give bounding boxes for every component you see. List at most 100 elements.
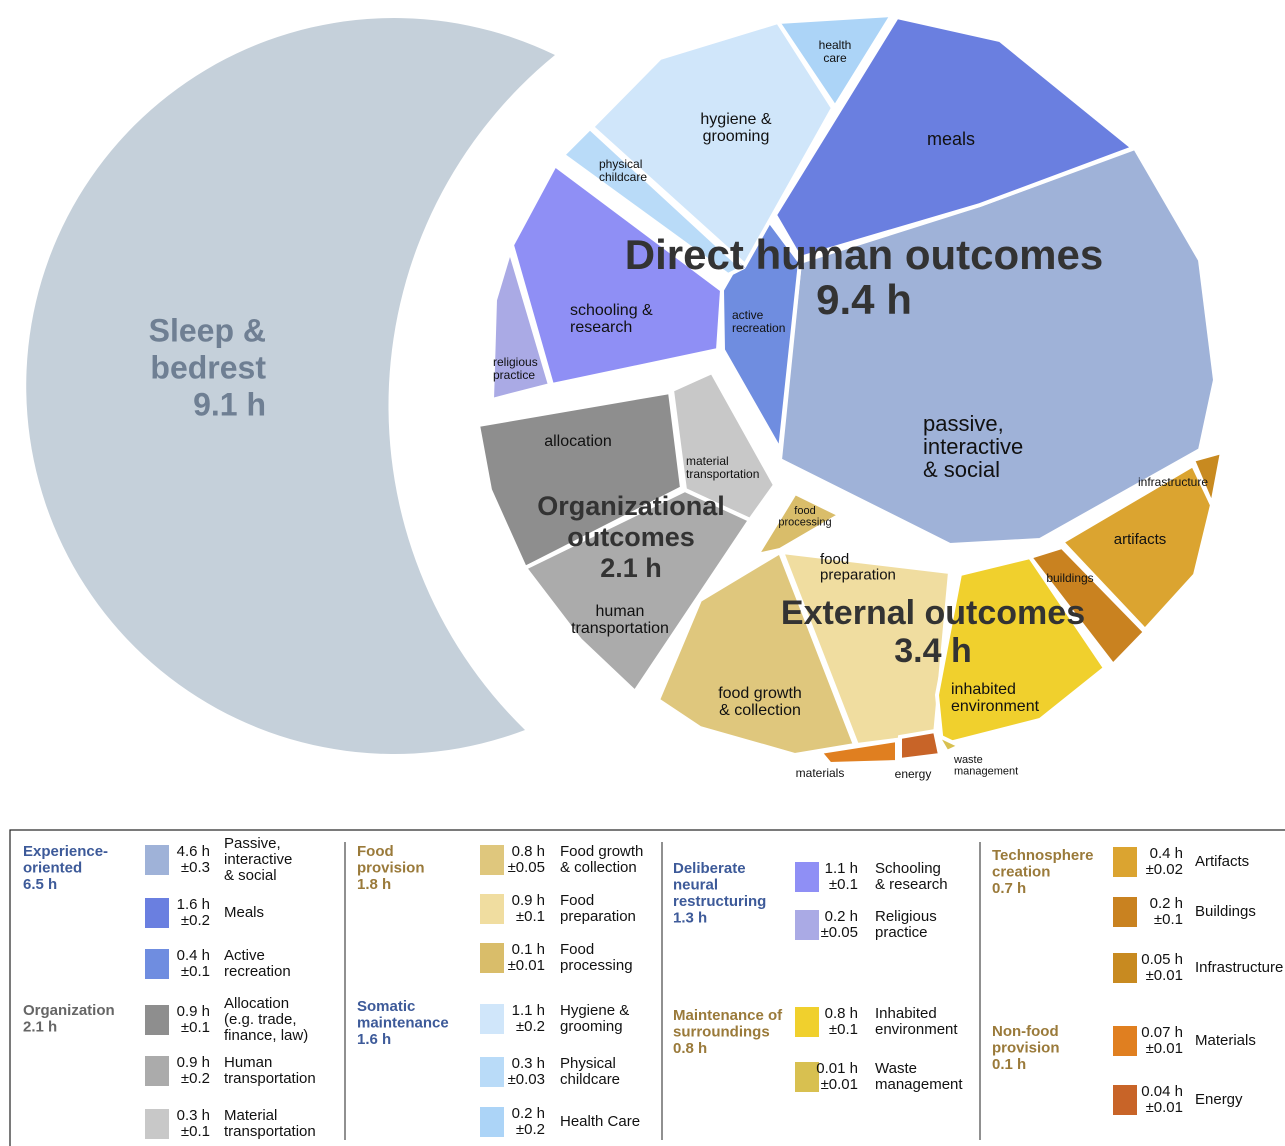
legend-value: 0.9 h (512, 892, 545, 909)
legend-swatch (145, 1005, 169, 1035)
cell-label: schooling & (570, 302, 653, 319)
legend-group-title: Deliberate (673, 860, 746, 877)
legend-value: 4.6 h (177, 843, 210, 860)
legend-swatch (1113, 1085, 1137, 1115)
legend-label: transportation (224, 1123, 316, 1140)
legend-error: ±0.01 (821, 1076, 858, 1093)
legend-group-total: 6.5 h (23, 876, 57, 893)
legend-error: ±0.1 (516, 908, 545, 925)
legend-label: & research (875, 876, 948, 893)
cell-label: care (823, 51, 847, 65)
legend-error: ±0.2 (516, 1018, 545, 1035)
group-label: Organizational (537, 491, 725, 521)
legend-label: transportation (224, 1070, 316, 1087)
cell-label: materials (796, 766, 845, 780)
legend-group-title: Maintenance of (673, 1007, 783, 1024)
cell-label: meals (927, 129, 975, 149)
sleep-hours: 9.1 h (193, 386, 266, 422)
legend-swatch (795, 862, 819, 892)
cell (509, 162, 725, 388)
cell-label: recreation (732, 321, 785, 335)
legend-group-total: 1.6 h (357, 1031, 391, 1048)
legend-error: ±0.2 (181, 1070, 210, 1087)
legend-swatch (145, 898, 169, 928)
legend-group-total: 1.8 h (357, 876, 391, 893)
legend-error: ±0.03 (508, 1071, 545, 1088)
cell (669, 369, 778, 523)
sleep-label: bedrest (150, 349, 266, 385)
legend-box (9, 829, 1285, 1146)
legend-value: 0.2 h (825, 908, 858, 925)
legend-error: ±0.1 (1154, 911, 1183, 928)
legend-value: 1.1 h (825, 860, 858, 877)
group-hours: 3.4 h (894, 632, 971, 670)
cell-label: management (954, 765, 1018, 777)
legend-group-title: creation (992, 863, 1050, 880)
legend-swatch (480, 845, 504, 875)
legend-label: Artifacts (1195, 853, 1249, 870)
cell-label: practice (493, 368, 535, 382)
legend-value: 0.2 h (512, 1105, 545, 1122)
cell-label: childcare (599, 170, 647, 184)
legend-label: & social (224, 867, 277, 884)
legend-label: Religious (875, 908, 937, 925)
legend-swatch (480, 894, 504, 924)
legend-label: Food growth (560, 843, 643, 860)
legend-value: 0.4 h (177, 947, 210, 964)
legend-error: ±0.01 (1146, 1099, 1183, 1116)
legend-value: 0.9 h (177, 1054, 210, 1071)
legend-group-title: maintenance (357, 1014, 449, 1031)
cell-label: & social (923, 457, 1000, 482)
legend-group-title: restructuring (673, 893, 766, 910)
legend-value: 0.3 h (512, 1055, 545, 1072)
cell (898, 728, 943, 763)
cell-label: grooming (703, 128, 770, 145)
legend-error: ±0.05 (508, 859, 545, 876)
group-label: outcomes (567, 522, 695, 552)
legend-swatch (145, 1109, 169, 1139)
cell (1026, 544, 1148, 669)
group-label: Direct human outcomes (625, 231, 1103, 278)
cell-label: hygiene & (700, 111, 771, 128)
cell-label: research (570, 319, 632, 336)
sleep-crescent (26, 18, 556, 755)
cell-label: active (732, 308, 764, 322)
cell (931, 730, 965, 755)
legend-label: interactive (224, 851, 292, 868)
legend-label: & collection (560, 859, 637, 876)
legend-label: Materials (1195, 1032, 1256, 1049)
cell-label: interactive (923, 434, 1023, 459)
legend-label: management (875, 1076, 963, 1093)
legend-swatch (795, 1007, 819, 1037)
cell (774, 12, 896, 111)
legend-swatch (1113, 847, 1137, 877)
legend-swatch (480, 1004, 504, 1034)
legend-label: Physical (560, 1055, 616, 1072)
legend-error: ±0.01 (1146, 1040, 1183, 1057)
legend-group-title: surroundings (673, 1023, 770, 1040)
cell-label: waste (953, 754, 983, 766)
cell (559, 125, 746, 278)
legend-group-title: Experience- (23, 843, 108, 860)
legend-group-total: 2.1 h (23, 1018, 57, 1035)
cell-label: health (819, 38, 852, 52)
legend-group-title: Organization (23, 1002, 115, 1019)
legend-group-title: provision (357, 859, 425, 876)
legend-group-total: 0.1 h (992, 1056, 1026, 1073)
legend-value: 0.04 h (1141, 1083, 1183, 1100)
legend-error: ±0.3 (181, 859, 210, 876)
legend-group-title: neural (673, 876, 718, 893)
legend-error: ±0.1 (181, 1019, 210, 1036)
legend-label: grooming (560, 1018, 623, 1035)
legend-label: environment (875, 1021, 958, 1038)
cell (752, 490, 845, 558)
cell (1190, 449, 1225, 512)
legend-label: Energy (1195, 1091, 1243, 1108)
legend-group-title: Somatic (357, 998, 415, 1015)
group-label: External outcomes (781, 594, 1085, 632)
legend-error: ±0.1 (181, 1123, 210, 1140)
legend-value: 0.05 h (1141, 951, 1183, 968)
legend-label: practice (875, 924, 928, 941)
cell-label: physical (599, 157, 642, 171)
legend-label: preparation (560, 908, 636, 925)
